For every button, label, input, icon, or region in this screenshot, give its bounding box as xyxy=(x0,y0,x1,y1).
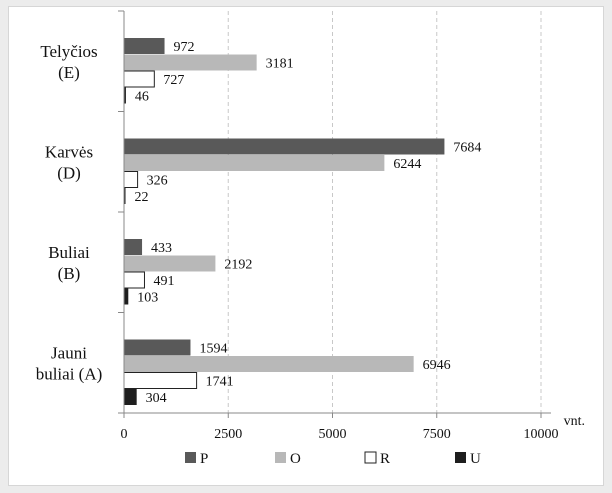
axes xyxy=(118,10,551,418)
bar-chart: 0 2500 5000 7500 10000 vnt. 972 3181 727 46 Telyči… xyxy=(36,10,585,467)
bar-r xyxy=(123,171,139,188)
bar-r xyxy=(123,271,145,289)
labels: 0 2500 5000 7500 10000 vnt. 972 3181 727 46 Telyči… xyxy=(36,40,585,442)
legend-label-o: O xyxy=(290,451,301,467)
x-tick-label: 0 xyxy=(121,427,128,442)
bar-p xyxy=(124,239,143,255)
legend-label-p: P xyxy=(200,451,208,467)
bar-p xyxy=(124,339,191,356)
data-label: 972 xyxy=(174,40,195,55)
legend-swatch-u xyxy=(455,452,466,463)
bar-u xyxy=(124,288,129,305)
category-label: Jauni xyxy=(51,343,87,362)
legend-swatch-r xyxy=(364,451,377,464)
chart-frame: 0 2500 5000 7500 10000 vnt. 972 3181 727 46 Telyči… xyxy=(8,6,604,486)
bar-o xyxy=(124,54,257,71)
bar-o xyxy=(124,255,216,272)
legend-label-r: R xyxy=(380,451,390,467)
bar-o xyxy=(124,356,414,372)
bar-p xyxy=(124,38,165,54)
bar-p xyxy=(124,138,445,155)
data-label: 304 xyxy=(146,391,167,406)
data-label: 103 xyxy=(137,291,158,306)
category-label: Telyčios xyxy=(40,42,97,61)
data-label: 1594 xyxy=(199,342,227,357)
category-label: Buliai xyxy=(48,243,90,262)
x-axis-unit-label: vnt. xyxy=(564,414,585,429)
data-label: 2192 xyxy=(224,258,252,273)
data-label: 1741 xyxy=(206,375,234,390)
data-label: 46 xyxy=(135,90,149,105)
data-label: 6946 xyxy=(423,358,451,373)
legend-swatch-o xyxy=(275,452,286,463)
data-label: 6244 xyxy=(393,157,421,172)
category-label: buliai (A) xyxy=(36,364,103,383)
data-label: 727 xyxy=(163,73,184,88)
data-label: 3181 xyxy=(266,57,294,72)
data-label: 7684 xyxy=(453,141,481,156)
bar-r xyxy=(123,70,155,88)
bar-u xyxy=(124,87,126,104)
x-tick-label: 7500 xyxy=(423,427,451,442)
category-label: (E) xyxy=(58,63,80,82)
x-tick-label: 2500 xyxy=(214,427,242,442)
bar-u xyxy=(124,188,126,204)
category-label: Karvės xyxy=(45,142,93,161)
x-tick-label: 10000 xyxy=(524,427,559,442)
bars xyxy=(123,38,445,405)
gridlines xyxy=(227,11,542,413)
legend-swatch-p xyxy=(185,452,196,463)
bar-u xyxy=(124,389,137,405)
bar-r xyxy=(123,372,198,389)
data-label: 433 xyxy=(151,241,172,256)
data-label: 22 xyxy=(135,190,149,205)
x-tick-label: 5000 xyxy=(319,427,347,442)
bar-o xyxy=(124,155,385,171)
category-label: (B) xyxy=(58,264,81,283)
legend-label-u: U xyxy=(470,451,481,467)
data-label: 491 xyxy=(153,274,174,289)
category-label: (D) xyxy=(57,163,81,182)
data-label: 326 xyxy=(147,174,168,189)
